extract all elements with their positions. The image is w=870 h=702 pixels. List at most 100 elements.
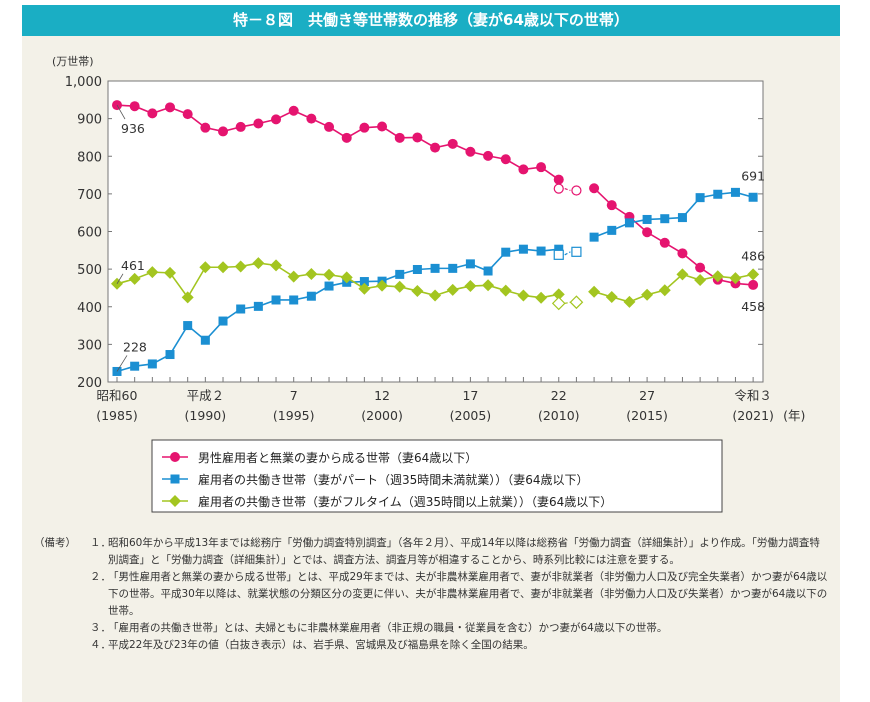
note-2: ２． 「男性雇用者と無業の妻から成る世帯」とは、平成29年までは、夫が非農林業雇…: [34, 569, 828, 620]
data-point: [589, 232, 599, 242]
note-3: ３． 「雇用者の共働き世帯」とは、夫婦ともに非農林業雇用者（非正規の職員・従業員…: [34, 620, 828, 637]
data-point: [165, 102, 176, 113]
data-point: [430, 263, 440, 273]
hollow-connector: [564, 301, 571, 304]
note-text: 平成22年及び23年の値（白抜き表示）は、岩手県、宮城県及び福島県を除く全国の結…: [108, 639, 534, 651]
data-point: [483, 266, 493, 276]
data-point: [518, 164, 529, 175]
x-tick-label: 17: [462, 388, 478, 403]
data-point: [287, 270, 300, 283]
data-point: [359, 277, 369, 287]
figure-title: 特－８図 共働き等世帯数の推移（妻が64歳以下の世帯）: [22, 5, 840, 36]
data-point: [199, 261, 212, 274]
hollow-connector: [564, 251, 571, 256]
x-tick-label: 27: [639, 388, 655, 403]
note-num: １．: [90, 537, 111, 549]
data-point: [694, 274, 707, 287]
data-point: [517, 289, 530, 302]
series-line: [593, 187, 754, 286]
data-point: [730, 187, 740, 197]
data-point: [270, 259, 283, 272]
data-point: [553, 249, 564, 260]
series-line: [593, 273, 754, 303]
note-text: 「男性雇用者と無業の妻から成る世帯」とは、平成29年までは、夫が非農林業雇用者で…: [108, 571, 828, 617]
data-point: [536, 162, 547, 173]
data-point: [147, 359, 157, 369]
data-point: [376, 279, 389, 292]
data-point: [552, 288, 565, 301]
data-point: [501, 247, 511, 257]
data-point: [571, 185, 582, 196]
x-axis-unit: (年): [783, 408, 805, 423]
data-label: 936: [121, 121, 145, 136]
data-point: [289, 295, 299, 305]
y-tick-label: 500: [77, 263, 102, 278]
data-point: [359, 122, 370, 133]
data-point: [340, 271, 353, 284]
data-point: [465, 146, 476, 157]
data-point: [677, 213, 687, 223]
x-tick-label-ad: (2015): [626, 408, 668, 423]
data-point: [748, 279, 759, 290]
data-point: [218, 126, 229, 137]
x-tick-label: 22: [551, 388, 567, 403]
data-point: [535, 291, 548, 304]
legend-label: 雇用者の共働き世帯（妻がパート（週35時間未満就業））（妻64歳以下）: [198, 472, 589, 487]
figure-frame: 特－８図 共働き等世帯数の推移（妻が64歳以下の世帯） (万世帯) 200 300 4…: [22, 5, 840, 702]
x-tick-label-ad: (2005): [450, 408, 492, 423]
data-point: [713, 189, 723, 199]
note-4: ４． 平成22年及び23年の値（白抜き表示）は、岩手県、宮城県及び福島県を除く全…: [34, 637, 828, 654]
data-point: [553, 174, 564, 185]
data-point: [394, 132, 405, 143]
note-num: ２．: [90, 571, 111, 583]
y-tick-label: 200: [77, 376, 102, 391]
data-point: [551, 296, 566, 311]
data-point: [411, 284, 424, 297]
data-point: [676, 268, 689, 281]
data-point: [165, 350, 175, 360]
data-point: [465, 259, 475, 269]
label-leader: [116, 355, 128, 372]
label-leader: [116, 273, 124, 285]
data-point: [554, 244, 564, 254]
data-point: [412, 265, 422, 275]
data-point: [553, 183, 564, 194]
x-tick-label-ad: (1990): [185, 408, 227, 423]
y-tick-label: 400: [77, 301, 102, 316]
notes: （備考） １． 昭和60年から平成13年までは総務庁「労働力調査特別調査」（各年…: [34, 535, 828, 654]
data-point: [218, 316, 228, 326]
data-point: [658, 284, 671, 297]
note-num: ３．: [90, 622, 111, 634]
note-text: 昭和60年から平成13年までは総務庁「労働力調査特別調査」（各年２月）、平成14…: [108, 537, 820, 566]
hollow-connector: [564, 188, 571, 192]
y-tick-label: 900: [77, 113, 102, 128]
data-point: [393, 280, 406, 293]
data-point: [499, 284, 512, 297]
x-tick-label-ad: (1995): [273, 408, 315, 423]
y-tick-label: 600: [77, 226, 102, 241]
y-tick-label: 700: [77, 188, 102, 203]
data-point: [660, 214, 670, 224]
data-label: 461: [121, 258, 145, 273]
data-point: [236, 304, 246, 314]
data-point: [377, 121, 388, 132]
x-tick-label: 令和３: [734, 388, 772, 403]
data-point: [695, 262, 706, 273]
y-tick-label: 300: [77, 338, 102, 353]
data-point: [130, 361, 140, 371]
data-point: [358, 282, 371, 295]
data-point: [624, 218, 634, 228]
data-point: [129, 101, 140, 112]
data-point: [412, 132, 423, 143]
data-point: [607, 225, 617, 235]
data-point: [446, 283, 459, 296]
data-point: [430, 142, 441, 153]
data-point: [183, 321, 193, 331]
data-point: [747, 268, 760, 281]
data-point: [182, 109, 193, 120]
data-point: [571, 246, 582, 257]
data-point: [169, 495, 181, 507]
data-point: [200, 335, 210, 345]
data-point: [253, 118, 264, 129]
y-tick-label: 1,000: [65, 75, 102, 90]
